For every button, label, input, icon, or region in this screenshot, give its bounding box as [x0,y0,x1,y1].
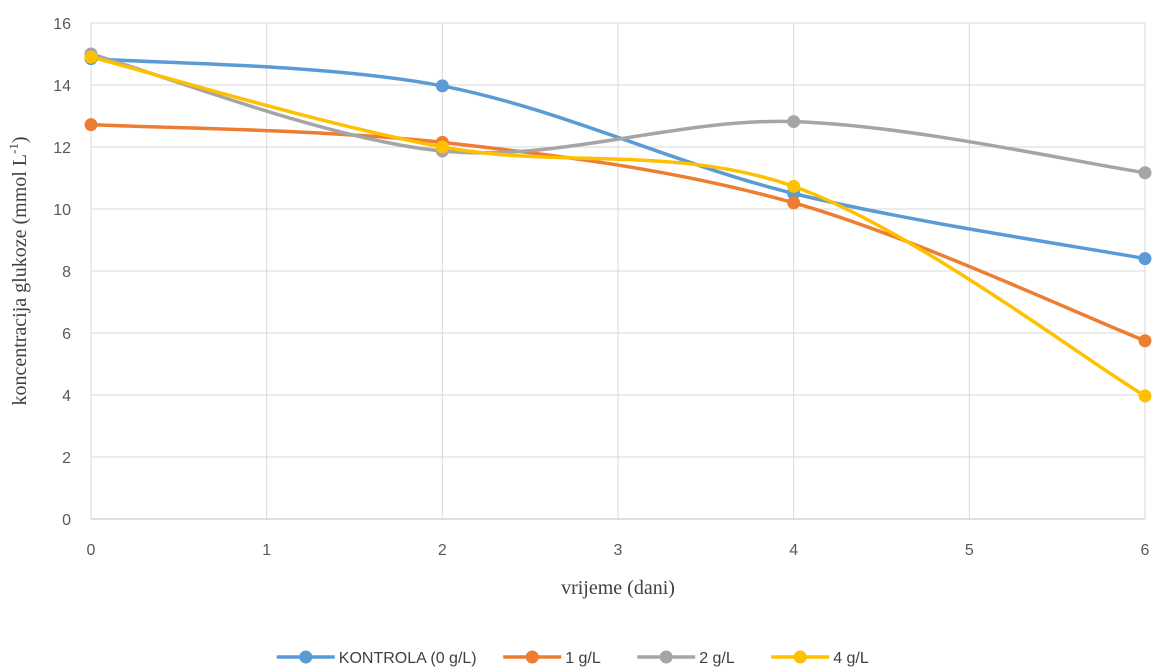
legend: KONTROLA (0 g/L) 1 g/L 2 g/L 4 g/L [276,650,869,667]
series-1-point [435,79,449,93]
x-tick-label: 3 [614,542,623,559]
x-tick-label: 4 [789,542,798,559]
legend-swatch-marker [299,650,313,664]
x-tick-label: 6 [1141,542,1150,559]
y-tick-label: 0 [62,512,71,529]
series-layer [89,52,1147,398]
x-axis-title: vrijeme (dani) [561,577,675,599]
legend-label: 2 g/L [699,650,735,667]
y-axis-title-end: ) [9,136,31,143]
series-3-line [89,52,1147,175]
legend-label: 1 g/L [565,650,601,667]
y-tick-label: 10 [53,202,71,219]
y-tick-label: 8 [62,264,71,281]
series-3-point [1138,166,1152,180]
x-tick-label: 1 [262,542,271,559]
legend-swatch-marker [793,650,807,664]
series-1-point [1138,252,1152,266]
legend-swatch-marker [659,650,673,664]
x-tick-label: 5 [965,542,974,559]
series-2-point [84,118,98,132]
y-tick-label: 6 [62,326,71,343]
series-1-line [89,56,1147,261]
series-2-point [1138,334,1152,348]
y-axis-title-main: koncentracija glukoze (mmol L [9,154,31,406]
legend-swatch-marker [525,650,539,664]
series-3-point [787,115,801,129]
marker-layer [84,47,1152,403]
y-tick-label: 4 [62,388,71,405]
series-4-line [89,55,1147,398]
series-4-point [1138,389,1152,403]
legend-label: 4 g/L [833,650,869,667]
legend-item: KONTROLA (0 g/L) [276,650,477,667]
series-4-point [84,50,98,64]
grid [91,22,1146,519]
series-2-point [787,196,801,210]
series-4-point [435,140,449,154]
legend-item: 4 g/L [771,650,869,667]
y-tick-label: 16 [53,16,71,33]
legend-item: 2 g/L [637,650,735,667]
x-tick-label: 2 [438,542,447,559]
y-tick-label: 12 [53,140,71,157]
y-tick-label: 14 [53,78,71,95]
legend-item: 1 g/L [503,650,601,667]
series-4-point [787,179,801,193]
axes [90,23,1145,520]
series-2-line [89,122,1147,343]
y-tick-label: 2 [62,450,71,467]
legend-label: KONTROLA (0 g/L) [339,650,477,667]
y-axis-title: koncentracija glukoze (mmol L-1) [6,136,31,405]
y-axis-title-superscript: -1 [6,143,21,154]
x-tick-label: 0 [87,542,96,559]
